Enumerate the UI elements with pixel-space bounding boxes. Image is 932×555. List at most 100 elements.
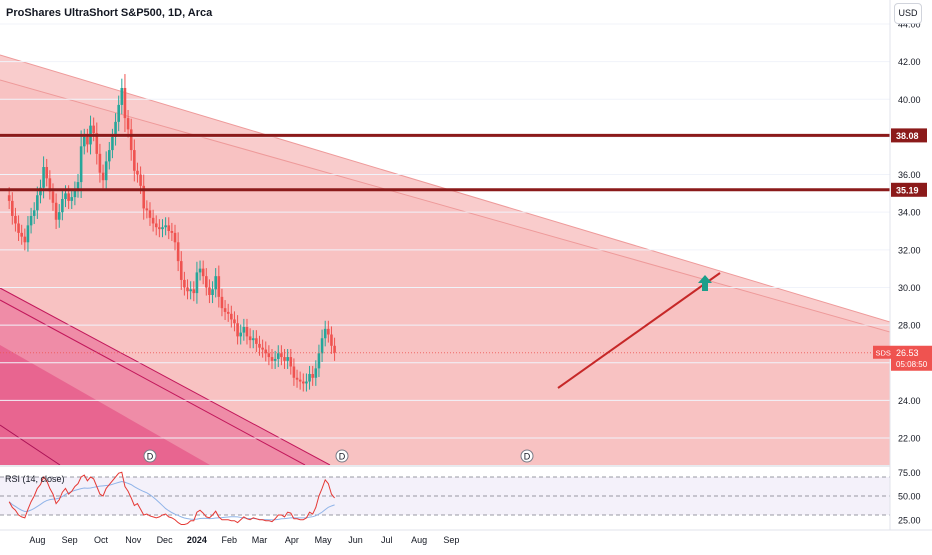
symbol-title[interactable]: ProShares UltraShort S&P500, 1D, Arca xyxy=(6,7,212,19)
time-tick-label: Aug xyxy=(411,535,427,545)
svg-text:D: D xyxy=(339,452,346,462)
candle-body xyxy=(223,308,227,312)
time-axis[interactable]: Aug Sep Oct Nov Dec 2024 Feb Mar Apr May Jun Jul Aug… xyxy=(29,535,459,545)
candle-body xyxy=(164,225,167,228)
candle-body xyxy=(42,167,45,188)
candle-body xyxy=(161,227,164,230)
rsi-group xyxy=(0,471,890,525)
candle-body xyxy=(283,357,286,361)
rsi-axis[interactable]: 75.00 50.00 25.00 xyxy=(898,468,921,526)
y-grid xyxy=(0,23,890,439)
rsi-line xyxy=(8,471,335,525)
candle-body xyxy=(270,357,274,361)
candle-body xyxy=(79,146,83,183)
candle-body xyxy=(114,121,117,137)
candle-body xyxy=(314,368,318,378)
candle-body xyxy=(201,268,205,277)
candle-body xyxy=(57,212,61,220)
candle-body xyxy=(29,215,33,226)
candle-body xyxy=(330,334,333,346)
candle-body xyxy=(230,313,233,320)
time-tick-label: Nov xyxy=(125,535,142,545)
candle-body xyxy=(142,185,146,209)
candle-body xyxy=(267,353,271,358)
candle-body xyxy=(204,276,208,288)
level-price-label: 35.19 xyxy=(896,185,919,195)
currency-button[interactable]: USD xyxy=(894,3,922,24)
candles-group xyxy=(0,74,890,392)
price-tick-label: 24.00 xyxy=(898,396,921,406)
svg-text:D: D xyxy=(147,452,154,462)
candle-body xyxy=(176,242,180,262)
candle-body xyxy=(11,200,14,216)
symbol-title-text: ProShares UltraShort S&P500, 1D, Arca xyxy=(6,7,213,19)
candle-body xyxy=(167,225,171,231)
last-price-tag xyxy=(891,345,932,371)
dividend-marker-2[interactable]: D xyxy=(335,449,349,463)
fan-line-5 xyxy=(0,424,61,465)
candle-body xyxy=(245,326,249,337)
rsi-tick-label: 50.00 xyxy=(898,492,921,502)
candle-body xyxy=(186,287,189,292)
level-price-tag xyxy=(891,182,927,197)
candle-body xyxy=(39,187,42,196)
candle-body xyxy=(327,328,330,335)
price-tick-label: 42.00 xyxy=(898,57,921,67)
dividend-marker-3[interactable]: D xyxy=(520,449,534,463)
candle-body xyxy=(82,136,86,147)
candle-body xyxy=(255,338,258,344)
time-tick-label: Mar xyxy=(252,535,268,545)
candle-body xyxy=(54,202,58,220)
time-tick-label: Sep xyxy=(62,535,78,545)
candle-body xyxy=(308,374,311,382)
candle-body xyxy=(20,232,23,237)
time-tick-label: 2024 xyxy=(187,535,207,545)
candle-body xyxy=(136,170,139,175)
candle-body xyxy=(98,153,102,173)
candle-body xyxy=(36,195,39,211)
candle-body xyxy=(145,208,149,211)
axis-labels: 38.08 35.19 SDS 26.53 05:08:50 xyxy=(873,128,932,371)
fan-line-2 xyxy=(0,79,890,333)
price-axis[interactable]: 44.0042.0040.0038.0036.0034.0032.0030.00… xyxy=(898,20,921,444)
time-tick-label: May xyxy=(315,535,333,545)
candle-body xyxy=(154,223,158,228)
price-tick-label: 36.00 xyxy=(898,170,921,180)
time-tick-label: Sep xyxy=(443,535,459,545)
candle-body xyxy=(220,296,224,309)
candle-body xyxy=(198,268,202,273)
rsi-title[interactable]: RSI (14, close) xyxy=(5,474,65,484)
candle-body xyxy=(148,210,152,218)
candle-body xyxy=(92,125,95,134)
svg-text:D: D xyxy=(524,452,531,462)
candle-body xyxy=(120,87,124,105)
candle-body xyxy=(48,178,52,192)
time-tick-label: Dec xyxy=(157,535,174,545)
candle-body xyxy=(211,289,214,295)
candle-body xyxy=(298,379,302,382)
candle-body xyxy=(179,261,183,280)
price-tick-label: 32.00 xyxy=(898,245,921,255)
candle-body xyxy=(70,197,74,201)
candle-body xyxy=(261,347,264,350)
price-tick-label: 22.00 xyxy=(898,434,921,444)
candle-body xyxy=(236,323,239,337)
candle-body xyxy=(251,338,255,341)
candle-body xyxy=(67,193,70,201)
candle-body xyxy=(226,311,230,314)
candle-body xyxy=(264,349,268,354)
candle-body xyxy=(170,231,174,233)
trend-line[interactable] xyxy=(557,272,721,389)
dividend-marker-1[interactable]: D xyxy=(143,449,157,463)
level-price-label: 38.08 xyxy=(896,131,919,141)
level-price-tag xyxy=(891,128,927,143)
candle-body xyxy=(273,358,277,361)
up-arrow-icon[interactable] xyxy=(698,275,712,291)
candle-body xyxy=(123,87,127,119)
candle-body xyxy=(26,225,30,243)
candle-body xyxy=(333,345,336,353)
candle-body xyxy=(289,357,293,367)
candle-body xyxy=(295,377,299,380)
